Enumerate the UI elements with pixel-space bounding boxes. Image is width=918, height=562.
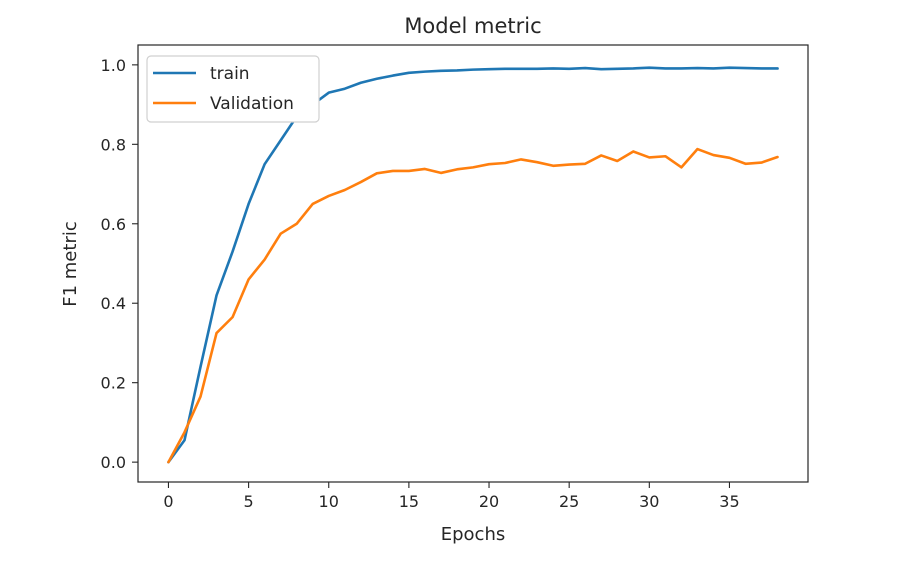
x-tick-label: 35 [719,492,739,511]
y-tick-label: 0.2 [101,374,126,393]
series-layer [167,66,779,464]
chart-title: Model metric [404,14,541,38]
y-tick-label: 0.0 [101,453,126,472]
series-line-validation [167,147,779,464]
y-tick-label: 0.4 [101,294,126,313]
legend-label-train: train [210,64,250,84]
plot-frame [137,44,809,483]
legend: train Validation [146,55,320,123]
series-line-train [167,66,779,464]
x-tick-label: 15 [399,492,419,511]
y-axis-label: F1 metric [60,221,81,307]
x-tick-label: 20 [479,492,499,511]
x-tick-label: 0 [163,492,173,511]
x-axis-label: Epochs [441,524,506,545]
y-tick-label: 0.8 [101,135,126,154]
legend-label-validation: Validation [210,94,294,114]
x-tick-label: 25 [559,492,579,511]
x-tick-label: 10 [319,492,339,511]
x-tick-label: 5 [244,492,254,511]
ticks-layer: 0 5 10 15 20 25 30 35 0.0 0.2 0.4 0.6 0.8 1.0 [101,56,740,511]
y-tick-label: 1.0 [101,56,126,75]
x-tick-label: 30 [639,492,659,511]
y-tick-label: 0.6 [101,215,126,234]
